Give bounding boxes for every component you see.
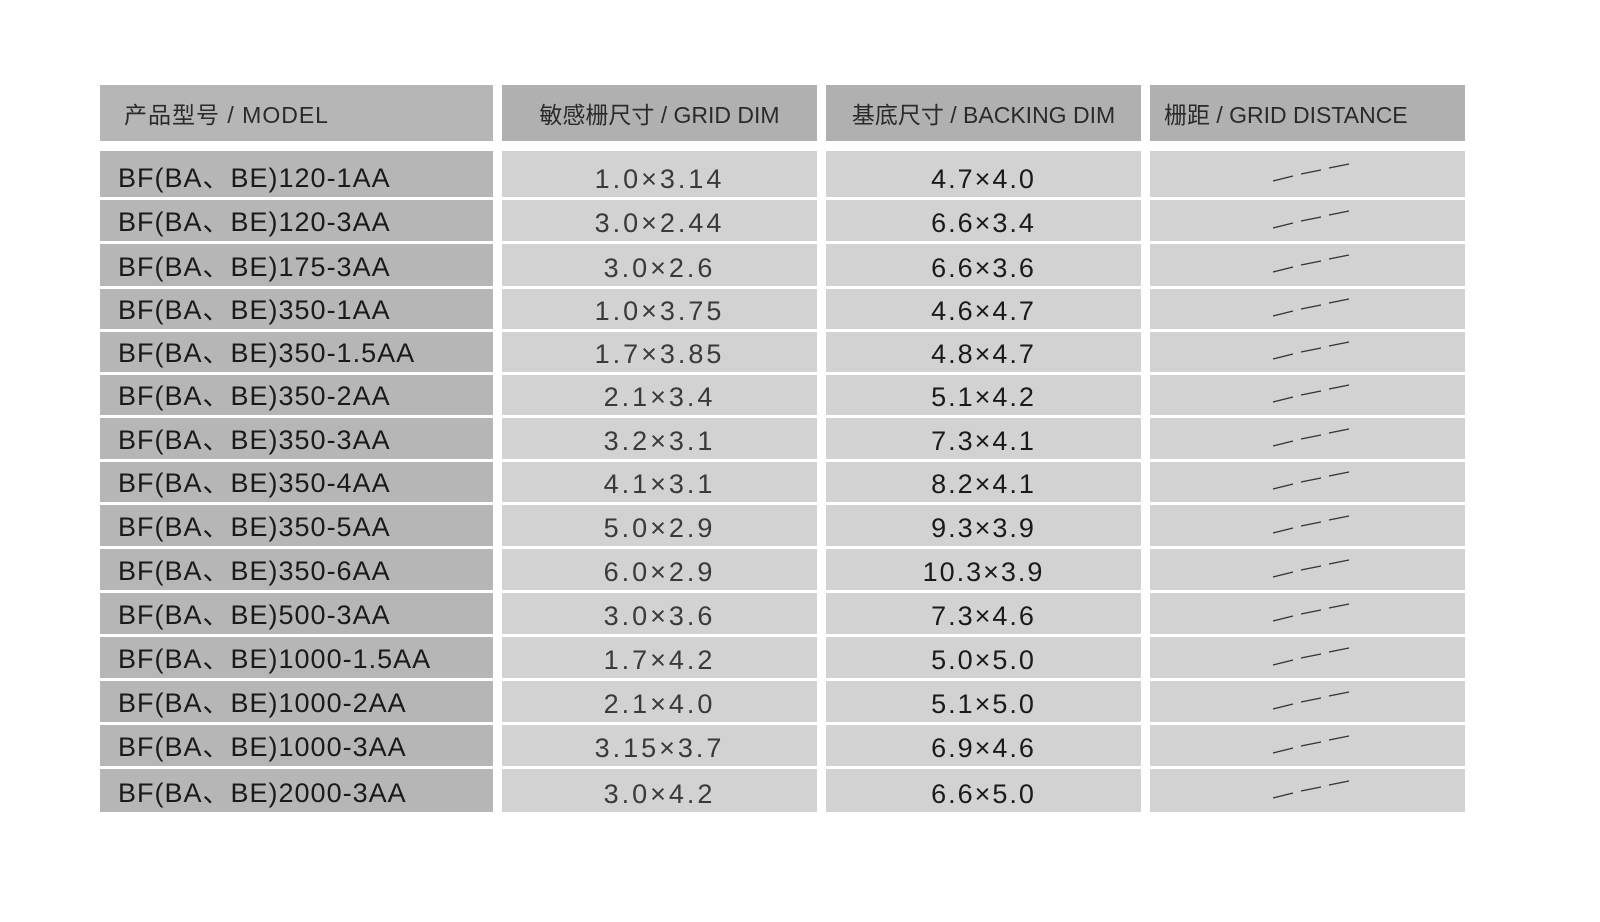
- spec-table: 产品型号 / MODEL 敏感栅尺寸 / GRID DIM 基底尺寸 / BAC…: [100, 85, 1466, 815]
- dash-icon: [1272, 646, 1349, 666]
- header-grid-dim: 敏感栅尺寸 / GRID DIM: [502, 85, 817, 141]
- model-cell: BF(BA、BE)500-3AA: [100, 593, 493, 634]
- model-cell: BF(BA、BE)350-6AA: [100, 549, 493, 590]
- grid-dim-cell: 3.0×4.2: [502, 769, 817, 812]
- backing-dim-cell: 6.9×4.6: [826, 725, 1141, 766]
- backing-dim-cell: 4.7×4.0: [826, 151, 1141, 197]
- backing-dim-cell: 5.1×5.0: [826, 681, 1141, 722]
- backing-dim-cell: 6.6×5.0: [826, 769, 1141, 812]
- backing-dim-cell: 10.3×3.9: [826, 549, 1141, 590]
- backing-dim-cell: 8.2×4.1: [826, 462, 1141, 502]
- grid-distance-cell: [1150, 549, 1465, 590]
- backing-dim-cell: 4.8×4.7: [826, 332, 1141, 372]
- grid-dim-cell: 1.0×3.14: [502, 151, 817, 197]
- grid-dim-cell: 2.1×3.4: [502, 375, 817, 415]
- grid-dim-cell: 6.0×2.9: [502, 549, 817, 590]
- dash-icon: [1272, 558, 1349, 578]
- grid-dim-cell: 3.0×2.6: [502, 244, 817, 286]
- header-backing-dim: 基底尺寸 / BACKING DIM: [826, 85, 1141, 141]
- table-row: BF(BA、BE)350-5AA 5.0×2.9 9.3×3.9: [100, 505, 1466, 546]
- table-row: BF(BA、BE)120-1AA 1.0×3.14 4.7×4.0: [100, 151, 1466, 197]
- backing-dim-cell: 4.6×4.7: [826, 289, 1141, 329]
- grid-distance-cell: [1150, 725, 1465, 766]
- grid-distance-cell: [1150, 151, 1465, 197]
- dash-icon: [1272, 384, 1349, 403]
- grid-distance-cell: [1150, 681, 1465, 722]
- model-cell: BF(BA、BE)350-1.5AA: [100, 332, 493, 372]
- grid-distance-cell: [1150, 289, 1465, 329]
- dash-icon: [1272, 427, 1349, 447]
- dash-icon: [1272, 298, 1349, 317]
- grid-distance-cell: [1150, 593, 1465, 634]
- dash-icon: [1272, 514, 1349, 534]
- grid-distance-cell: [1150, 375, 1465, 415]
- table-row: BF(BA、BE)175-3AA 3.0×2.6 6.6×3.6: [100, 244, 1466, 286]
- grid-dim-cell: 1.7×4.2: [502, 637, 817, 678]
- grid-dim-cell: 3.0×2.44: [502, 200, 817, 241]
- grid-dim-cell: 5.0×2.9: [502, 505, 817, 546]
- model-cell: BF(BA、BE)350-4AA: [100, 462, 493, 502]
- dash-icon: [1272, 254, 1349, 273]
- backing-dim-cell: 6.6×3.4: [826, 200, 1141, 241]
- model-cell: BF(BA、BE)350-5AA: [100, 505, 493, 546]
- table-row: BF(BA、BE)350-2AA 2.1×3.4 5.1×4.2: [100, 375, 1466, 415]
- grid-dim-cell: 3.0×3.6: [502, 593, 817, 634]
- grid-dim-cell: 1.7×3.85: [502, 332, 817, 372]
- table-row: BF(BA、BE)350-1.5AA 1.7×3.85 4.8×4.7: [100, 332, 1466, 372]
- grid-distance-cell: [1150, 637, 1465, 678]
- grid-dim-cell: 2.1×4.0: [502, 681, 817, 722]
- backing-dim-cell: 9.3×3.9: [826, 505, 1141, 546]
- table-row: BF(BA、BE)1000-3AA 3.15×3.7 6.9×4.6: [100, 725, 1466, 766]
- dash-icon: [1272, 163, 1349, 182]
- model-cell: BF(BA、BE)1000-1.5AA: [100, 637, 493, 678]
- dash-icon: [1272, 209, 1349, 229]
- table-row: BF(BA、BE)500-3AA 3.0×3.6 7.3×4.6: [100, 593, 1466, 634]
- model-cell: BF(BA、BE)175-3AA: [100, 244, 493, 286]
- backing-dim-cell: 7.3×4.6: [826, 593, 1141, 634]
- grid-dim-cell: 4.1×3.1: [502, 462, 817, 502]
- dash-icon: [1272, 779, 1349, 799]
- grid-distance-cell: [1150, 462, 1465, 502]
- grid-dim-cell: 1.0×3.75: [502, 289, 817, 329]
- table-row: BF(BA、BE)350-3AA 3.2×3.1 7.3×4.1: [100, 418, 1466, 459]
- grid-dim-cell: 3.2×3.1: [502, 418, 817, 459]
- model-cell: BF(BA、BE)120-1AA: [100, 151, 493, 197]
- backing-dim-cell: 5.0×5.0: [826, 637, 1141, 678]
- model-cell: BF(BA、BE)350-1AA: [100, 289, 493, 329]
- backing-dim-cell: 5.1×4.2: [826, 375, 1141, 415]
- table-header: 产品型号 / MODEL 敏感栅尺寸 / GRID DIM 基底尺寸 / BAC…: [100, 85, 1466, 141]
- grid-distance-cell: [1150, 418, 1465, 459]
- dash-icon: [1272, 471, 1349, 490]
- model-cell: BF(BA、BE)350-2AA: [100, 375, 493, 415]
- grid-distance-cell: [1150, 244, 1465, 286]
- grid-distance-cell: [1150, 200, 1465, 241]
- table-row: BF(BA、BE)350-6AA 6.0×2.9 10.3×3.9: [100, 549, 1466, 590]
- table-row: BF(BA、BE)1000-2AA 2.1×4.0 5.1×5.0: [100, 681, 1466, 722]
- dash-icon: [1272, 602, 1349, 622]
- dash-icon: [1272, 341, 1349, 360]
- table-row: BF(BA、BE)350-1AA 1.0×3.75 4.6×4.7: [100, 289, 1466, 329]
- grid-distance-cell: [1150, 769, 1465, 812]
- model-cell: BF(BA、BE)1000-2AA: [100, 681, 493, 722]
- model-cell: BF(BA、BE)1000-3AA: [100, 725, 493, 766]
- grid-distance-cell: [1150, 505, 1465, 546]
- header-grid-distance: 栅距 / GRID DISTANCE: [1150, 85, 1465, 141]
- model-cell: BF(BA、BE)120-3AA: [100, 200, 493, 241]
- model-cell: BF(BA、BE)2000-3AA: [100, 769, 493, 812]
- model-cell: BF(BA、BE)350-3AA: [100, 418, 493, 459]
- backing-dim-cell: 7.3×4.1: [826, 418, 1141, 459]
- dash-icon: [1272, 690, 1349, 710]
- header-model: 产品型号 / MODEL: [100, 85, 493, 141]
- backing-dim-cell: 6.6×3.6: [826, 244, 1141, 286]
- grid-dim-cell: 3.15×3.7: [502, 725, 817, 766]
- table-row: BF(BA、BE)120-3AA 3.0×2.44 6.6×3.4: [100, 200, 1466, 241]
- table-row: BF(BA、BE)350-4AA 4.1×3.1 8.2×4.1: [100, 462, 1466, 502]
- grid-distance-cell: [1150, 332, 1465, 372]
- dash-icon: [1272, 734, 1349, 754]
- table-row: BF(BA、BE)2000-3AA 3.0×4.2 6.6×5.0: [100, 769, 1466, 812]
- table-row: BF(BA、BE)1000-1.5AA 1.7×4.2 5.0×5.0: [100, 637, 1466, 678]
